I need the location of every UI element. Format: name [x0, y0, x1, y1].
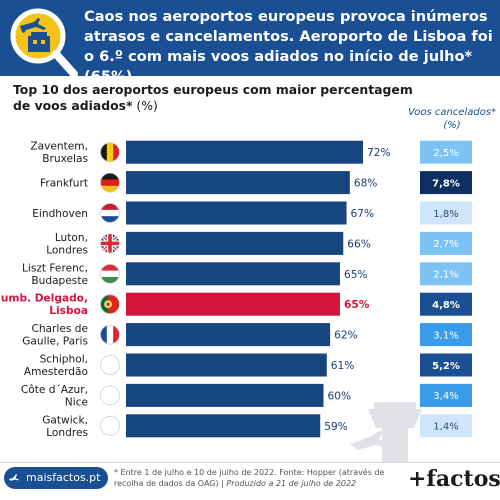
- plane-icon: [9, 474, 19, 481]
- subtitle-unit: (%): [132, 98, 158, 113]
- cancelled-label: 2,1%: [433, 270, 458, 281]
- cancelled-box: [420, 414, 472, 438]
- footnote-source: * Entre 1 de julho e 10 de julho de 2022…: [114, 468, 385, 488]
- flag-netherlands-icon: [100, 203, 120, 223]
- value-label: 72%: [367, 147, 391, 159]
- category-label: Eindhoven: [32, 208, 88, 220]
- delays-bar-chart: Zaventem, Bruxelas 72% 2,5% Frankfurt 68% 7,8%…: [0, 140, 472, 462]
- cancelled-label: 1,4%: [433, 422, 458, 433]
- cancelled-label: 3,4%: [433, 391, 458, 402]
- chart-subtitle: Top 10 dos aeroportos europeus com maior…: [13, 82, 413, 114]
- cancelled-label: 5,2%: [432, 361, 460, 372]
- subtitle-text: Top 10 dos aeroportos europeus com maior…: [13, 82, 413, 113]
- flag-uk-icon: [100, 233, 120, 254]
- control-tower-watermark: [350, 402, 422, 462]
- flag-belgium-icon: [100, 142, 120, 163]
- category-label: Charles de Gaulle, Paris: [22, 323, 88, 348]
- airport-magnifier-icon: [10, 8, 78, 78]
- bar: [126, 140, 363, 164]
- footnote: * Entre 1 de julho e 10 de julho de 2022…: [114, 468, 404, 489]
- category-label: Luton, Londres: [46, 232, 88, 257]
- bar: [126, 323, 331, 347]
- flag-hungary-icon: [100, 263, 120, 284]
- bar: [126, 231, 344, 255]
- value-label: 65%: [344, 299, 370, 311]
- cancelled-box: [420, 201, 472, 225]
- category-label: Zaventem, Bruxelas: [30, 141, 88, 166]
- cancelled-box: [420, 171, 472, 195]
- cancelled-label: 7,8%: [432, 178, 460, 189]
- category-label: Humb. Delgado, Lisboa: [0, 293, 88, 318]
- category-label: Liszt Ferenc, Budapeste: [22, 262, 88, 287]
- value-label: 59%: [324, 421, 348, 433]
- category-label: Côte d´Azur, Nice: [21, 384, 88, 409]
- cancelled-box: [420, 353, 472, 377]
- value-label: 68%: [354, 178, 378, 190]
- bar: [126, 383, 324, 407]
- footnote-produced: Produzido a 21 de julho de 2022: [223, 478, 357, 488]
- value-label: 65%: [344, 269, 368, 281]
- flag-netherlands-icon: [100, 355, 120, 375]
- cancelled-box: [420, 140, 472, 164]
- cancelled-box: [420, 231, 472, 255]
- value-label: 62%: [334, 330, 358, 342]
- category-label: Frankfurt: [40, 178, 88, 190]
- factos-logo: +factos: [408, 466, 500, 492]
- cancelled-label: 4,8%: [432, 300, 460, 311]
- flag-portugal-icon: [100, 294, 120, 315]
- cancelled-box: [420, 323, 472, 347]
- cancelled-box: [420, 262, 472, 286]
- bar: [126, 292, 340, 316]
- cancelled-box: [420, 383, 472, 407]
- category-label: Schiphol, Amesterdão: [24, 354, 88, 379]
- value-label: 60%: [328, 390, 352, 402]
- cancelled-label: 1,8%: [433, 209, 458, 220]
- value-label: 66%: [347, 238, 371, 250]
- bar: [126, 353, 327, 377]
- header-banner: [0, 0, 500, 76]
- bar: [126, 201, 347, 225]
- bar: [126, 262, 340, 286]
- value-label: 61%: [331, 360, 355, 372]
- flag-uk-icon: [100, 415, 120, 436]
- bar: [126, 171, 350, 195]
- cancelled-box: [420, 292, 472, 316]
- flag-france-icon: [100, 324, 120, 345]
- site-link[interactable]: maisfactos.pt: [4, 467, 108, 489]
- category-label: Gatwick, Londres: [42, 414, 88, 439]
- cancelled-column-title: Voos cancelados* (%): [407, 107, 497, 131]
- page-title: Caos nos aeroportos europeus provoca inú…: [84, 8, 493, 85]
- cancelled-label: 2,7%: [433, 239, 458, 250]
- cancelled-label: 3,1%: [433, 330, 458, 341]
- bar: [126, 414, 321, 438]
- cancelled-label: 2,5%: [433, 148, 458, 159]
- flag-france-icon: [100, 385, 120, 406]
- value-label: 67%: [351, 208, 375, 220]
- footer-divider: [0, 462, 500, 463]
- flag-germany-icon: [100, 172, 120, 193]
